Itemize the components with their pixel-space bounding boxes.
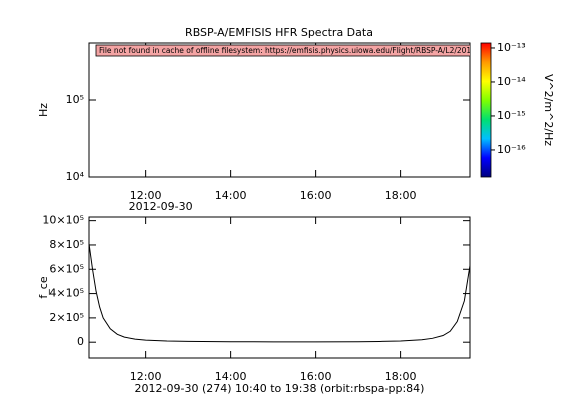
line-group xyxy=(89,243,470,343)
x-tick-label: 16:00 xyxy=(300,189,332,202)
x-tick-label: 18:00 xyxy=(385,189,417,202)
x-tick-label: 12:00 xyxy=(130,370,162,383)
y-axis-label: f_ce xyxy=(37,276,50,298)
y-tick-label: 4×10⁵ xyxy=(49,287,84,300)
y-axis-label: Hz xyxy=(37,103,50,117)
x-axis-label: 2012-09-30 (274) 10:40 to 19:38 (orbit:r… xyxy=(135,382,425,395)
plot-frame xyxy=(88,42,471,178)
colorbar-tick-label: 10⁻¹³ xyxy=(497,41,526,54)
data-line xyxy=(89,243,470,343)
x-tick-label: 18:00 xyxy=(385,370,417,383)
y-tick-label: 8×10⁵ xyxy=(49,238,84,251)
colorbar-tick-label: 10⁻¹⁴ xyxy=(497,75,526,88)
message-group: File not found in cache of offline files… xyxy=(95,44,503,57)
plot-frame xyxy=(88,216,471,359)
y-tick-label: 6×10⁵ xyxy=(49,262,84,275)
colorbar xyxy=(480,42,492,178)
chart-title: RBSP-A/EMFISIS HFR Spectra Data xyxy=(185,26,373,39)
message-box xyxy=(95,44,470,57)
date-label: 2012-09-30 xyxy=(129,200,193,213)
colorbar-label: V^2/m^2/Hz xyxy=(542,74,555,146)
x-tick-label: 12:00 xyxy=(130,189,162,202)
colorbar-tick-label: 10⁻¹⁵ xyxy=(497,109,526,122)
y-tick-label: 0 xyxy=(77,335,84,348)
y-tick-label: 10×10⁵ xyxy=(42,214,84,227)
x-tick-label: 14:00 xyxy=(215,189,247,202)
colorbar-tick-label: 10⁻¹⁶ xyxy=(497,143,526,156)
message: File not found in cache of offline files… xyxy=(99,46,503,55)
y-tick-label: 2×10⁵ xyxy=(49,311,84,324)
x-tick-label: 14:00 xyxy=(215,370,247,383)
x-tick-label: 16:00 xyxy=(300,370,332,383)
y-tick-label: 10⁴ xyxy=(66,170,85,183)
y-tick-label: 10⁵ xyxy=(66,93,84,106)
